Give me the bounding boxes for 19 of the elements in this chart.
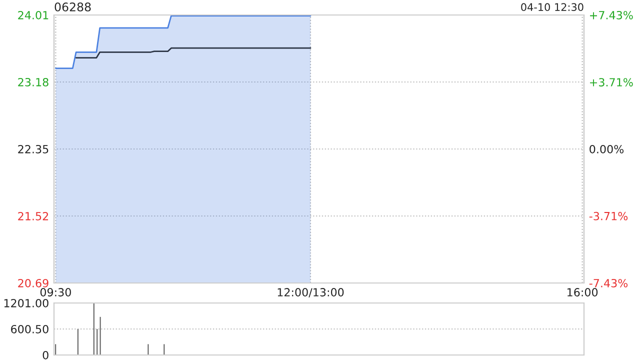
text: 04-10 12:30 — [521, 3, 584, 12]
y-tick-label: 24.01 — [18, 10, 48, 20]
y2-tick-label: -3.71% — [589, 212, 628, 220]
y-tick-label: 0 — [42, 350, 48, 360]
y-tick-label: 600.50 — [11, 324, 48, 334]
x-tick-label: 12:00/13:00 — [278, 288, 344, 298]
y-tick-label: 22.35 — [18, 144, 48, 154]
y-tick-label: 1201.00 — [4, 298, 48, 308]
y-tick-label: 23.18 — [18, 78, 48, 86]
line-series — [75, 47, 312, 58]
x-tick-label: 16:00 — [568, 288, 598, 296]
x-tick-label: 09:30 — [40, 288, 71, 296]
y2-tick-label: +7.43% — [590, 10, 633, 20]
y-tick-label: 21.52 — [18, 212, 48, 220]
chart-title: 06288 — [54, 2, 91, 12]
y2-tick-label: -7.43% — [589, 278, 628, 288]
y2-tick-label: 0.00% — [590, 144, 624, 154]
y-tick-label: 20.69 — [18, 278, 48, 288]
y2-tick-label: +3.71% — [590, 78, 633, 86]
